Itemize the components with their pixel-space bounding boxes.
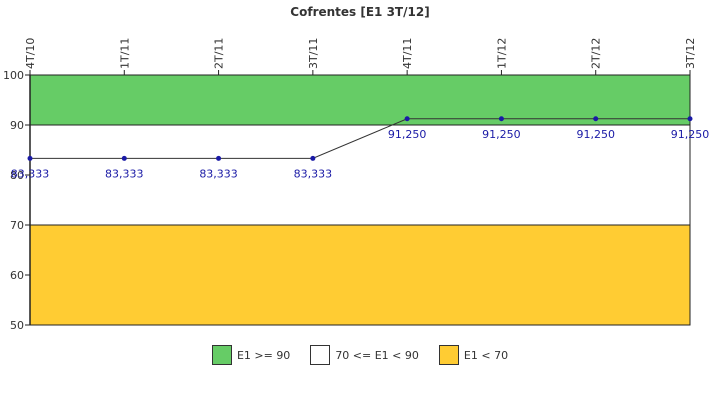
- data-point: [593, 116, 599, 122]
- legend-swatch: [438, 345, 459, 365]
- data-point: [216, 155, 222, 161]
- band-1: [29, 124, 691, 226]
- x-tick-label: 3T/11: [307, 38, 320, 69]
- data-point: [310, 155, 316, 161]
- y-tick-label: 80: [10, 169, 24, 182]
- data-label: 91,250: [482, 128, 521, 141]
- data-point: [404, 116, 410, 122]
- x-tick-label: 1T/11: [118, 38, 131, 69]
- legend-item: 70 <= E1 < 90: [310, 345, 419, 365]
- data-label: 83,333: [199, 167, 238, 180]
- y-tick-label: 60: [10, 269, 24, 282]
- legend: E1 >= 90 70 <= E1 < 90 E1 < 70: [0, 343, 720, 367]
- data-point: [498, 116, 504, 122]
- legend-label: E1 >= 90: [236, 348, 291, 362]
- data-label: 91,250: [388, 128, 427, 141]
- y-tick-label: 90: [10, 119, 24, 132]
- legend-label: 70 <= E1 < 90: [335, 348, 419, 362]
- data-label: 83,333: [105, 167, 144, 180]
- data-label: 91,250: [576, 128, 615, 141]
- x-tick-label: 3T/12: [684, 38, 697, 69]
- y-tick-label: 50: [10, 319, 24, 332]
- y-tick-label: 100: [3, 69, 24, 82]
- legend-item: E1 >= 90: [211, 345, 291, 365]
- legend-label: E1 < 70: [463, 348, 509, 362]
- chart-title: Cofrentes [E1 3T/12]: [290, 5, 429, 19]
- x-tick-label: 1T/12: [495, 38, 508, 69]
- x-tick-label: 4T/10: [24, 38, 37, 69]
- data-point: [687, 116, 693, 122]
- series-line: [27, 116, 693, 161]
- band-0: [29, 74, 691, 126]
- legend-item: E1 < 70: [438, 345, 509, 365]
- threshold-bands: [29, 74, 691, 326]
- legend-swatch: [211, 345, 232, 365]
- data-label: 83,333: [11, 167, 50, 180]
- legend-swatch: [310, 345, 331, 365]
- data-point: [121, 155, 127, 161]
- data-point: [27, 155, 33, 161]
- x-tick-label: 2T/11: [213, 38, 226, 69]
- y-tick-label: 70: [10, 219, 24, 232]
- x-tick-label: 2T/12: [590, 38, 603, 69]
- x-tick-label: 4T/11: [401, 38, 414, 69]
- data-label: 83,333: [294, 167, 333, 180]
- series-line-path: [30, 118, 690, 159]
- data-labels: 83,333 83,333 83,333 83,333 91,250 91,250 91,2…: [11, 128, 710, 181]
- band-2: [29, 224, 691, 326]
- data-label: 91,250: [671, 128, 710, 141]
